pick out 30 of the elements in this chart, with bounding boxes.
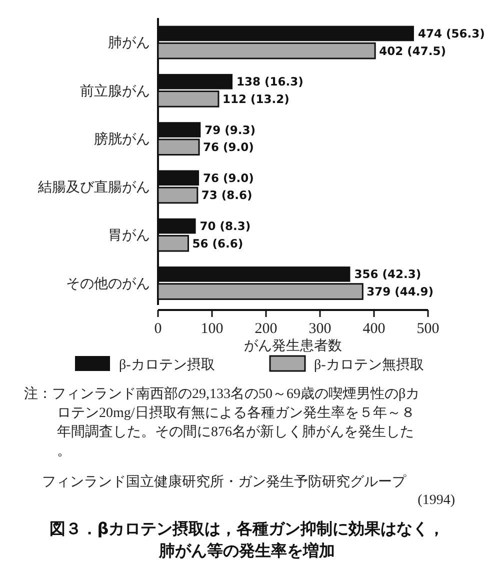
data-label: 70 (8.3)	[200, 219, 251, 234]
legend-label: β-カロテン摂取	[119, 357, 215, 373]
text: 図３．βカロテン摂取は，各種ガン抑制に効果はなく，肺がん等の発生率を増加	[49, 519, 445, 560]
data-label: 112 (13.2)	[222, 92, 290, 106]
y-tick-label: 膀胱がん	[94, 131, 150, 148]
data-label: 76 (9.0)	[203, 170, 254, 185]
data-label: 138 (16.3)	[236, 74, 304, 89]
x-axis-title: がん発生患者数	[244, 338, 342, 354]
x-tick-label: 400	[362, 321, 386, 337]
data-label: 56 (6.6)	[192, 236, 244, 250]
x-tick-label: 0	[154, 321, 162, 337]
text: 注：フィンランド南西部の29,133名の50～69歳の喫煙男性のβカロテン20mg/日摂取有無による各種ガン発生率を５年～８年間調査した。その間に876名が新しく肺がんを発生した。	[24, 386, 420, 459]
data-label: 73 (8.6)	[201, 188, 252, 202]
data-label: 76 (9.0)	[203, 140, 254, 154]
text: フィンランド国立健康研究所・ガン発生予防研究グループ (1994)	[42, 474, 456, 508]
x-tick-label: 200	[254, 321, 278, 337]
legend-label: β-カロテン無摂取	[314, 357, 424, 373]
data-label: 402 (47.5)	[379, 44, 446, 58]
x-tick-label: 500	[416, 321, 440, 337]
y-tick-label: 肺がん	[108, 35, 150, 52]
y-tick-label: 前立腺がん	[80, 83, 150, 100]
y-tick-label: その他のがん	[66, 276, 150, 292]
y-tick-label: 胃がん	[108, 228, 150, 244]
data-label: 379 (44.9)	[366, 284, 434, 299]
y-tick-label: 結腸及び直腸がん	[37, 180, 150, 196]
data-label: 79 (9.3)	[204, 122, 256, 137]
data-label: 356 (42.3)	[354, 267, 422, 282]
x-tick-label: 300	[308, 321, 332, 337]
x-tick-label: 100	[200, 321, 224, 337]
data-label: 474 (56.3)	[418, 26, 485, 40]
